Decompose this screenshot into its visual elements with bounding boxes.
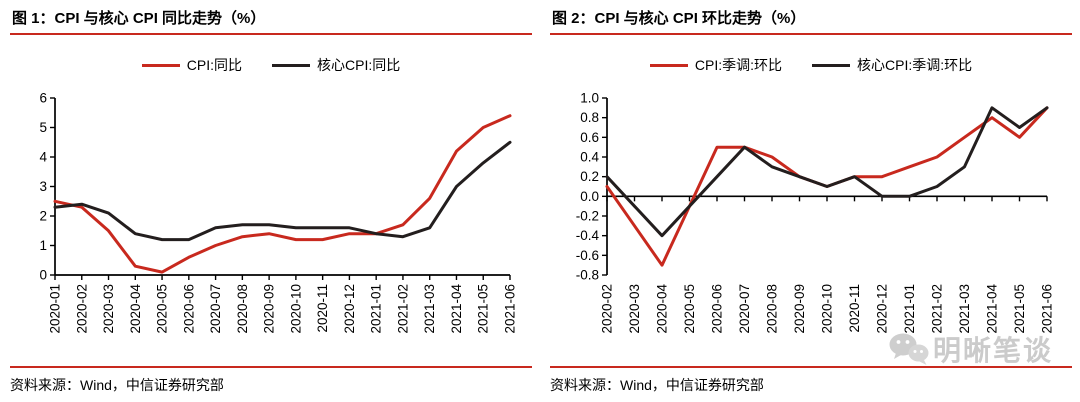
figure-2-chart: 1.00.80.60.40.20.0-0.2-0.4-0.6-0.82020-0… — [576, 91, 1055, 334]
x-tick-label: 2021-06 — [503, 284, 518, 334]
y-tick-label: 0 — [39, 268, 47, 283]
x-tick-label: 2021-01 — [902, 284, 917, 334]
y-tick-label: 5 — [39, 120, 47, 135]
figure-1-source: 资料来源：Wind，中信证券研究部 — [10, 366, 532, 395]
y-tick-label: 0.8 — [580, 110, 599, 125]
legend-label: CPI:季调:环比 — [694, 57, 782, 73]
figure-2-source: 资料来源：Wind，中信证券研究部 — [550, 366, 1072, 395]
x-tick-label: 2020-06 — [710, 284, 725, 334]
x-tick-label: 2020-07 — [737, 284, 752, 334]
x-tick-label: 2020-05 — [155, 284, 170, 334]
x-tick-label: 2020-08 — [235, 284, 250, 334]
legend-item-1: 核心CPI:季调:环比 — [812, 55, 972, 75]
y-tick-label: -0.4 — [576, 228, 600, 243]
cpi-series-line — [53, 114, 512, 274]
x-tick-label: 2021-03 — [422, 284, 437, 334]
y-tick-label: 0.2 — [580, 169, 599, 184]
y-tick-label: 6 — [39, 91, 47, 106]
x-tick-label: 2021-04 — [449, 284, 464, 334]
figure-2-title: 图 2：CPI 与核心 CPI 环比走势（%） — [550, 0, 1072, 35]
legend-item-0: CPI:同比 — [141, 55, 242, 75]
legend-item-1: 核心CPI:同比 — [272, 55, 400, 75]
source-text: 资料来源：Wind，中信证券研究部 — [10, 377, 224, 393]
panel-figure-1: 图 1：CPI 与核心 CPI 同比走势（%） CPI:同比 核心CPI:同比 6… — [10, 0, 532, 402]
figure-2-legend: CPI:季调:环比 核心CPI:季调:环比 — [550, 52, 1072, 78]
x-tick-label: 2020-03 — [101, 284, 116, 334]
x-tick-label: 2020-04 — [128, 284, 143, 334]
x-tick-label: 2020-01 — [48, 284, 63, 334]
legend-label: 核心CPI:同比 — [317, 57, 401, 73]
x-tick-label: 2021-02 — [930, 284, 945, 334]
y-tick-label: 4 — [39, 150, 47, 165]
x-tick-label: 2020-06 — [181, 284, 196, 334]
x-tick-label: 2021-06 — [1040, 284, 1055, 334]
x-tick-label: 2020-02 — [600, 284, 615, 334]
figure-1-title: 图 1：CPI 与核心 CPI 同比走势（%） — [10, 0, 532, 35]
y-tick-label: 0.0 — [580, 189, 599, 204]
x-tick-label: 2021-02 — [395, 284, 410, 334]
x-tick-label: 2020-03 — [627, 284, 642, 334]
legend-label: CPI:同比 — [186, 57, 242, 73]
legend-line-swatch — [812, 63, 850, 67]
legend-line-swatch — [141, 63, 180, 67]
x-tick-label: 2020-04 — [655, 284, 670, 334]
x-tick-label: 2021-05 — [476, 284, 491, 334]
x-tick-label: 2020-02 — [74, 284, 89, 334]
x-tick-label: 2020-09 — [262, 284, 277, 334]
x-tick-label: 2020-12 — [342, 284, 357, 334]
y-tick-label: 1 — [39, 238, 47, 253]
legend-item-0: CPI:季调:环比 — [649, 55, 782, 75]
x-tick-label: 2020-11 — [847, 284, 862, 333]
y-tick-label: 3 — [39, 179, 47, 194]
x-tick-label: 2020-12 — [875, 284, 890, 334]
x-tick-label: 2020-11 — [315, 284, 330, 333]
x-tick-label: 2021-04 — [985, 284, 1000, 334]
y-tick-label: 0.6 — [580, 130, 599, 145]
legend-line-swatch — [649, 63, 688, 67]
source-text: 资料来源：Wind，中信证券研究部 — [550, 377, 764, 393]
y-tick-label: -0.2 — [576, 209, 599, 224]
legend-label: 核心CPI:季调:环比 — [857, 57, 973, 73]
y-tick-label: -0.6 — [576, 248, 599, 263]
y-tick-label: 1.0 — [580, 91, 599, 106]
x-tick-label: 2020-09 — [792, 284, 807, 334]
y-tick-label: 2 — [39, 209, 47, 224]
core-cpi-series-line — [53, 140, 512, 242]
x-tick-label: 2020-10 — [288, 284, 303, 334]
x-tick-label: 2020-10 — [820, 284, 835, 334]
panel-figure-2: 图 2：CPI 与核心 CPI 环比走势（%） CPI:季调:环比 核心CPI:季… — [550, 0, 1072, 402]
x-tick-label: 2020-08 — [765, 284, 780, 334]
core-cpi-series-line — [605, 106, 1049, 238]
figure-1-legend: CPI:同比 核心CPI:同比 — [10, 52, 532, 78]
x-tick-label: 2021-01 — [369, 284, 384, 334]
y-tick-label: -0.8 — [576, 268, 599, 283]
x-tick-label: 2020-07 — [208, 284, 223, 334]
legend-line-swatch — [272, 63, 310, 67]
y-tick-label: 0.4 — [580, 150, 599, 165]
x-tick-label: 2021-05 — [1012, 284, 1027, 334]
x-tick-label: 2021-03 — [957, 284, 972, 334]
x-tick-label: 2020-05 — [682, 284, 697, 334]
